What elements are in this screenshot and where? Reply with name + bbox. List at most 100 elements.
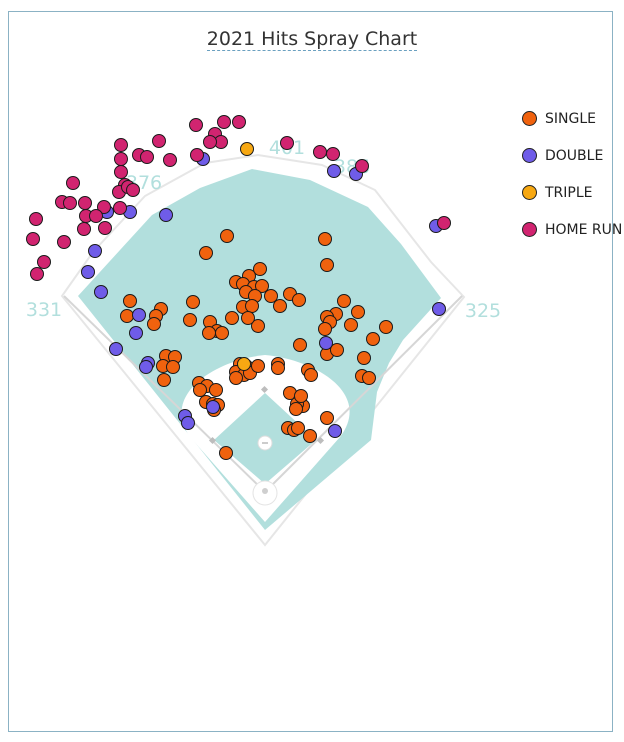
hit-point-single-2[interactable]: [318, 232, 332, 246]
hit-point-single-28[interactable]: [202, 326, 216, 340]
hit-point-single-82[interactable]: [219, 446, 233, 460]
hit-point-single-39[interactable]: [379, 320, 393, 334]
hit-point-single-50[interactable]: [166, 360, 180, 374]
hit-point-single-64[interactable]: [271, 361, 285, 375]
hit-point-single-3[interactable]: [320, 258, 334, 272]
hit-point-home-run-25[interactable]: [78, 196, 92, 210]
hit-point-single-31[interactable]: [241, 311, 255, 325]
hit-point-single-24[interactable]: [183, 313, 197, 327]
hit-point-single-46[interactable]: [362, 371, 376, 385]
hit-point-home-run-11[interactable]: [163, 153, 177, 167]
hit-point-home-run-16[interactable]: [114, 152, 128, 166]
hit-point-home-run-0[interactable]: [217, 115, 231, 129]
hit-point-home-run-6[interactable]: [203, 135, 217, 149]
hit-point-home-run-31[interactable]: [98, 221, 112, 235]
hit-point-home-run-33[interactable]: [26, 232, 40, 246]
hit-point-single-37[interactable]: [344, 318, 358, 332]
hit-point-double-13[interactable]: [109, 342, 123, 356]
hit-point-home-run-13[interactable]: [313, 145, 327, 159]
hit-point-home-run-14[interactable]: [326, 147, 340, 161]
hit-point-double-19[interactable]: [432, 302, 446, 316]
hit-point-single-17[interactable]: [245, 299, 259, 313]
field-grass: [78, 169, 441, 530]
hit-point-home-run-21[interactable]: [126, 183, 140, 197]
hit-point-single-32[interactable]: [337, 294, 351, 308]
outfield-wall-outline: [60, 153, 466, 547]
hit-point-home-run-2[interactable]: [189, 118, 203, 132]
hit-point-single-76[interactable]: [294, 389, 308, 403]
hit-point-double-7[interactable]: [81, 265, 95, 279]
hit-point-double-16[interactable]: [206, 400, 220, 414]
hit-point-home-run-15[interactable]: [355, 159, 369, 173]
hit-point-single-55[interactable]: [209, 383, 223, 397]
legend-item-double[interactable]: DOUBLE: [522, 137, 622, 174]
hit-point-double-3[interactable]: [159, 208, 173, 222]
hit-point-single-0[interactable]: [220, 229, 234, 243]
hit-point-double-9[interactable]: [132, 308, 146, 322]
hit-point-double-18[interactable]: [319, 336, 333, 350]
hit-point-home-run-22[interactable]: [66, 176, 80, 190]
hit-point-double-12[interactable]: [139, 360, 153, 374]
hit-point-single-80[interactable]: [303, 429, 317, 443]
hit-point-single-18[interactable]: [186, 295, 200, 309]
hit-point-home-run-8[interactable]: [114, 138, 128, 152]
legend-item-triple[interactable]: TRIPLE: [522, 174, 622, 211]
hit-point-single-40[interactable]: [366, 332, 380, 346]
legend-dot-triple: [522, 185, 537, 200]
hit-point-home-run-7[interactable]: [280, 136, 294, 150]
hit-points: [26, 115, 451, 460]
hit-point-home-run-1[interactable]: [232, 115, 246, 129]
hit-point-triple-0[interactable]: [240, 142, 254, 156]
legend-item-home-run[interactable]: HOME RUN: [522, 211, 622, 248]
hit-point-home-run-17[interactable]: [114, 165, 128, 179]
hit-point-single-1[interactable]: [199, 246, 213, 260]
hit-point-double-6[interactable]: [88, 244, 102, 258]
hit-point-home-run-36[interactable]: [30, 267, 44, 281]
hit-point-double-1[interactable]: [327, 164, 341, 178]
hit-point-double-15[interactable]: [181, 416, 195, 430]
hit-point-single-12[interactable]: [264, 289, 278, 303]
hit-point-single-43[interactable]: [330, 343, 344, 357]
hit-point-home-run-28[interactable]: [29, 212, 43, 226]
hit-point-single-41[interactable]: [293, 338, 307, 352]
hit-point-single-19[interactable]: [123, 294, 137, 308]
hit-point-single-66[interactable]: [304, 368, 318, 382]
hit-point-single-23[interactable]: [120, 309, 134, 323]
hit-point-single-4[interactable]: [253, 262, 267, 276]
hit-point-home-run-27[interactable]: [113, 201, 127, 215]
hit-point-home-run-10[interactable]: [140, 150, 154, 164]
hit-point-home-run-35[interactable]: [37, 255, 51, 269]
hit-point-single-33[interactable]: [351, 305, 365, 319]
hit-point-home-run-34[interactable]: [57, 235, 71, 249]
hit-point-single-30[interactable]: [225, 311, 239, 325]
hit-point-single-9[interactable]: [255, 279, 269, 293]
hit-point-double-17[interactable]: [328, 424, 342, 438]
hit-point-single-79[interactable]: [291, 421, 305, 435]
hit-point-single-15[interactable]: [273, 299, 287, 313]
hit-point-single-22[interactable]: [147, 317, 161, 331]
hit-point-triple-1[interactable]: [237, 357, 251, 371]
legend-label-triple: TRIPLE: [545, 184, 593, 201]
hit-point-home-run-12[interactable]: [190, 148, 204, 162]
hit-point-single-44[interactable]: [357, 351, 371, 365]
hit-point-single-62[interactable]: [251, 359, 265, 373]
hit-point-home-run-32[interactable]: [77, 222, 91, 236]
hit-point-single-14[interactable]: [292, 293, 306, 307]
hit-point-single-29[interactable]: [251, 319, 265, 333]
hit-point-home-run-37[interactable]: [437, 216, 451, 230]
hit-point-single-38[interactable]: [318, 322, 332, 336]
hit-point-home-run-3[interactable]: [152, 134, 166, 148]
hit-point-single-81[interactable]: [320, 411, 334, 425]
distance-left-label: 331: [26, 299, 62, 321]
hit-point-double-8[interactable]: [94, 285, 108, 299]
hit-point-single-54[interactable]: [193, 383, 207, 397]
legend-item-single[interactable]: SINGLE: [522, 100, 622, 137]
hit-point-double-10[interactable]: [129, 326, 143, 340]
hit-point-single-51[interactable]: [157, 373, 171, 387]
hit-point-home-run-30[interactable]: [89, 209, 103, 223]
hit-point-home-run-26[interactable]: [97, 200, 111, 214]
hit-point-single-61[interactable]: [229, 371, 243, 385]
hit-point-single-27[interactable]: [215, 326, 229, 340]
hit-point-home-run-24[interactable]: [63, 196, 77, 210]
hit-point-single-75[interactable]: [289, 402, 303, 416]
